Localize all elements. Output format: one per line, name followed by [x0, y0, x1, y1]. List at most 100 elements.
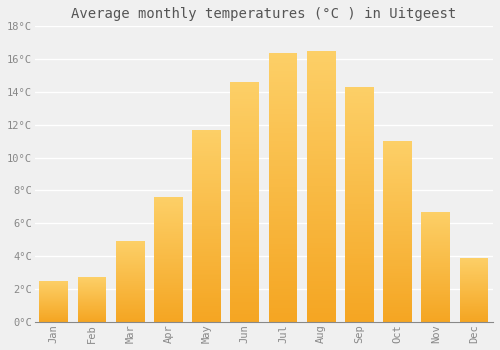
Bar: [422, 237, 450, 238]
Bar: [116, 300, 144, 301]
Bar: [383, 163, 412, 164]
Bar: [78, 282, 106, 283]
Bar: [422, 226, 450, 227]
Bar: [154, 318, 182, 319]
Bar: [116, 254, 144, 255]
Bar: [460, 316, 488, 317]
Bar: [154, 248, 182, 249]
Bar: [460, 320, 488, 321]
Bar: [345, 134, 374, 136]
Bar: [230, 298, 259, 300]
Bar: [230, 111, 259, 113]
Bar: [40, 294, 68, 295]
Bar: [268, 133, 298, 136]
Bar: [422, 256, 450, 257]
Bar: [154, 224, 182, 225]
Bar: [422, 233, 450, 235]
Bar: [345, 94, 374, 96]
Bar: [40, 313, 68, 314]
Bar: [307, 121, 336, 124]
Bar: [383, 195, 412, 197]
Bar: [268, 225, 298, 228]
Bar: [116, 287, 144, 288]
Bar: [345, 270, 374, 272]
Bar: [192, 147, 221, 149]
Bar: [345, 153, 374, 155]
Bar: [116, 276, 144, 277]
Bar: [383, 313, 412, 314]
Bar: [78, 314, 106, 315]
Bar: [116, 251, 144, 252]
Bar: [422, 250, 450, 251]
Bar: [307, 246, 336, 248]
Bar: [307, 80, 336, 83]
Bar: [192, 193, 221, 195]
Bar: [422, 275, 450, 276]
Bar: [230, 252, 259, 254]
Bar: [460, 262, 488, 263]
Bar: [345, 251, 374, 253]
Bar: [192, 208, 221, 210]
Bar: [383, 224, 412, 226]
Bar: [154, 267, 182, 268]
Bar: [383, 145, 412, 147]
Bar: [383, 168, 412, 170]
Bar: [192, 287, 221, 289]
Bar: [268, 306, 298, 308]
Bar: [154, 287, 182, 288]
Bar: [154, 303, 182, 304]
Bar: [230, 92, 259, 94]
Bar: [345, 190, 374, 192]
Bar: [116, 248, 144, 249]
Bar: [78, 307, 106, 308]
Bar: [154, 309, 182, 310]
Bar: [154, 213, 182, 214]
Bar: [422, 268, 450, 269]
Bar: [78, 306, 106, 307]
Bar: [40, 317, 68, 318]
Bar: [307, 143, 336, 146]
Bar: [116, 286, 144, 287]
Bar: [40, 310, 68, 311]
Bar: [383, 293, 412, 294]
Bar: [230, 116, 259, 118]
Bar: [268, 106, 298, 109]
Bar: [192, 266, 221, 268]
Bar: [78, 289, 106, 290]
Bar: [345, 232, 374, 235]
Bar: [40, 288, 68, 289]
Bar: [116, 245, 144, 246]
Bar: [383, 206, 412, 208]
Bar: [383, 286, 412, 287]
Bar: [460, 260, 488, 261]
Bar: [307, 191, 336, 194]
Bar: [268, 230, 298, 233]
Bar: [307, 224, 336, 227]
Bar: [345, 169, 374, 171]
Bar: [383, 190, 412, 191]
Bar: [460, 317, 488, 318]
Bar: [154, 225, 182, 227]
Bar: [116, 294, 144, 295]
Bar: [383, 231, 412, 233]
Bar: [230, 283, 259, 286]
Bar: [307, 273, 336, 275]
Bar: [345, 277, 374, 279]
Bar: [192, 151, 221, 153]
Bar: [422, 213, 450, 214]
Bar: [460, 286, 488, 287]
Bar: [422, 229, 450, 230]
Bar: [383, 201, 412, 202]
Bar: [268, 295, 298, 297]
Bar: [192, 170, 221, 172]
Bar: [192, 176, 221, 177]
Bar: [460, 306, 488, 307]
Bar: [230, 250, 259, 252]
Bar: [422, 301, 450, 302]
Bar: [307, 227, 336, 230]
Bar: [268, 74, 298, 77]
Bar: [460, 280, 488, 281]
Bar: [268, 114, 298, 117]
Bar: [78, 286, 106, 287]
Bar: [192, 222, 221, 224]
